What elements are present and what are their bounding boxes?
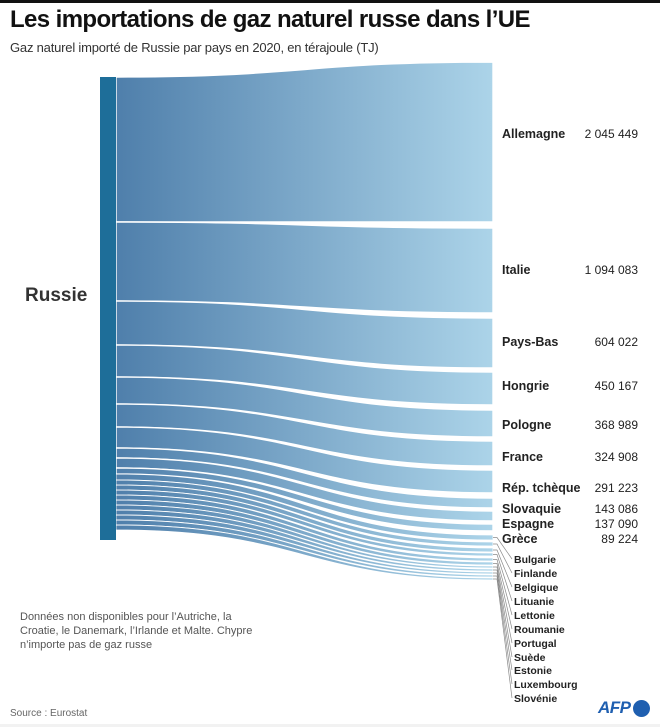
target-label: Bulgarie bbox=[514, 554, 556, 566]
chart-subtitle: Gaz naturel importé de Russie par pays e… bbox=[10, 40, 379, 55]
source-node-bar bbox=[100, 77, 116, 540]
flow-group bbox=[115, 61, 494, 581]
target-label: Hongrie bbox=[502, 379, 549, 393]
target-value: 1 094 083 bbox=[585, 263, 639, 277]
leader-line bbox=[493, 549, 513, 588]
target-label: Lituanie bbox=[514, 596, 554, 608]
leader-line bbox=[493, 569, 513, 658]
leader-line bbox=[493, 559, 513, 616]
target-label: Rép. tchèque bbox=[502, 481, 581, 495]
flow-italie bbox=[115, 221, 494, 314]
afp-logo: AFP bbox=[598, 698, 650, 718]
target-label: Luxembourg bbox=[514, 679, 578, 691]
flow-bulgarie bbox=[115, 473, 494, 541]
target-value: 450 167 bbox=[595, 379, 639, 393]
target-label: Slovaquie bbox=[502, 502, 561, 516]
target-label: Slovénie bbox=[514, 693, 557, 705]
source-node-label: Russie bbox=[25, 285, 88, 306]
source-credit: Source : Eurostat bbox=[10, 708, 88, 719]
target-value: 324 908 bbox=[595, 450, 639, 464]
target-label: Espagne bbox=[502, 517, 554, 531]
target-label: France bbox=[502, 450, 543, 464]
target-value: 368 989 bbox=[595, 418, 639, 432]
top-rule bbox=[0, 0, 660, 3]
target-value: 291 223 bbox=[595, 481, 639, 495]
bottom-frame bbox=[0, 724, 660, 727]
leader-line bbox=[493, 537, 513, 560]
flow-slov-nie bbox=[115, 524, 494, 581]
leader-line bbox=[493, 566, 513, 644]
target-label: Pologne bbox=[502, 418, 551, 432]
leader-line bbox=[493, 543, 513, 574]
target-label: Italie bbox=[502, 263, 531, 277]
target-value: 2 045 449 bbox=[585, 127, 639, 141]
leader-line bbox=[493, 554, 513, 602]
afp-logo-text: AFP bbox=[598, 698, 631, 717]
target-label: Belgique bbox=[514, 582, 558, 594]
flow-pays-bas bbox=[115, 300, 494, 369]
target-label: Pays-Bas bbox=[502, 335, 558, 349]
flow-hongrie bbox=[115, 344, 494, 406]
target-label: Estonie bbox=[514, 665, 552, 677]
chart-title: Les importations de gaz naturel russe da… bbox=[10, 6, 531, 33]
afp-logo-dot-icon bbox=[632, 699, 650, 717]
target-label: Lettonie bbox=[514, 610, 555, 622]
leader-line bbox=[493, 572, 513, 671]
flow-allemagne bbox=[115, 61, 494, 223]
leader-line bbox=[493, 578, 513, 699]
target-label: Grèce bbox=[502, 532, 537, 546]
target-labels: Allemagne 2 045 449 Italie 1 094 083 Pays-Ba… bbox=[502, 127, 638, 705]
target-label: Portugal bbox=[514, 638, 557, 650]
leader-line bbox=[493, 563, 513, 630]
target-value: 143 086 bbox=[595, 502, 639, 516]
flow-lituanie bbox=[115, 489, 494, 557]
target-label: Roumanie bbox=[514, 624, 565, 636]
leader-line bbox=[493, 575, 513, 685]
flow-gr-ce bbox=[115, 467, 494, 532]
flow-pologne bbox=[115, 376, 494, 438]
target-value: 604 022 bbox=[595, 335, 639, 349]
flow-finlande bbox=[115, 479, 494, 547]
flow-r-p-tch-que bbox=[115, 426, 494, 494]
target-label: Allemagne bbox=[502, 127, 565, 141]
flow-france bbox=[115, 403, 494, 467]
leader-lines bbox=[493, 537, 513, 699]
target-value: 89 224 bbox=[601, 532, 638, 546]
footnote: Données non disponibles pour l’Autriche,… bbox=[20, 611, 253, 651]
target-label: Finlande bbox=[514, 568, 557, 580]
target-label: Suède bbox=[514, 652, 546, 664]
target-value: 137 090 bbox=[595, 517, 639, 531]
